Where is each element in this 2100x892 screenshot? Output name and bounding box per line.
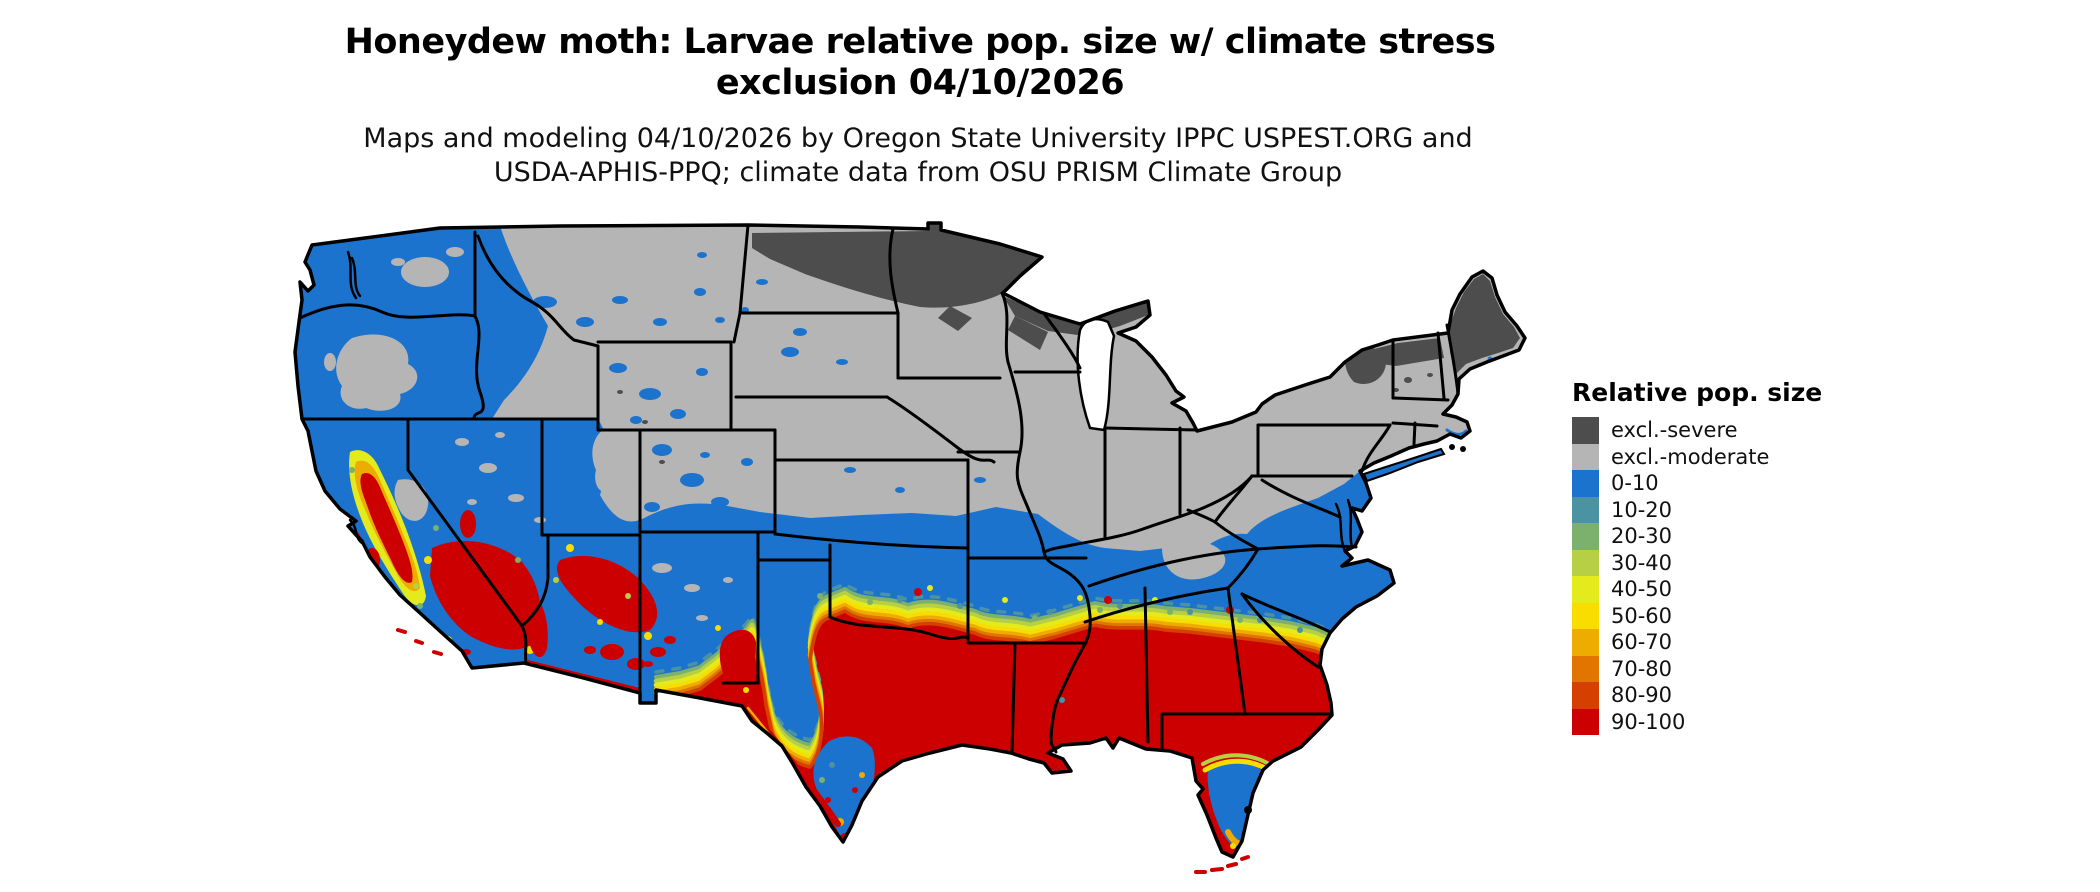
legend-swatch-0-10 bbox=[1572, 470, 1599, 497]
florida-keys bbox=[1194, 855, 1250, 874]
legend-swatch-50-60 bbox=[1572, 602, 1599, 629]
legend-row: 50-60 bbox=[1572, 602, 1972, 629]
map-title-line1: Honeydew moth: Larvae relative pop. size… bbox=[344, 22, 1496, 62]
legend-label: 20-30 bbox=[1611, 524, 1673, 548]
legend-label: 10-20 bbox=[1611, 497, 1673, 522]
map-subtitle: Maps and modeling 04/10/2026 by Oregon S… bbox=[363, 122, 1472, 190]
legend-row: 40-50 bbox=[1572, 576, 1972, 603]
state-borders bbox=[298, 223, 1460, 754]
us-outline bbox=[293, 221, 1527, 859]
legend-label: 90-100 bbox=[1611, 709, 1686, 734]
map-title: Honeydew moth: Larvae relative pop. size… bbox=[345, 22, 1496, 104]
legend-row: 10-20 bbox=[1572, 496, 1972, 523]
transition-speckles bbox=[817, 585, 1303, 703]
legend-swatch-60-70 bbox=[1572, 629, 1599, 656]
legend-swatch-70-80 bbox=[1572, 655, 1599, 682]
legend-row: 90-100 bbox=[1572, 708, 1972, 735]
legend-swatch-10-20 bbox=[1572, 496, 1599, 523]
marthas-vineyard bbox=[1449, 444, 1455, 450]
legend-label: 80-90 bbox=[1611, 683, 1673, 707]
legend-swatch-40-50 bbox=[1572, 576, 1599, 603]
region-california-valley bbox=[349, 450, 541, 664]
legend-row: 70-80 bbox=[1572, 655, 1972, 682]
long-island bbox=[1362, 447, 1446, 483]
legend-row: 20-30 bbox=[1572, 523, 1972, 550]
region-excl-severe bbox=[617, 223, 1520, 464]
channel-islands bbox=[396, 628, 443, 656]
legend-row: 80-90 bbox=[1572, 682, 1972, 709]
legend-swatch-30-40 bbox=[1572, 549, 1599, 576]
legend-swatch-excl-severe bbox=[1572, 417, 1599, 444]
legend-label: excl.-severe bbox=[1611, 418, 1738, 442]
map-subtitle-line1: Maps and modeling 04/10/2026 by Oregon S… bbox=[363, 123, 1473, 154]
legend: Relative pop. size excl.-severe excl.-mo… bbox=[1572, 378, 1972, 735]
nantucket bbox=[1460, 446, 1466, 452]
legend-label: 60-70 bbox=[1611, 630, 1673, 654]
legend-swatch-excl-moderate bbox=[1572, 443, 1599, 470]
legend-row: excl.-moderate bbox=[1572, 443, 1972, 470]
legend-label: 70-80 bbox=[1611, 656, 1673, 681]
map-subtitle-line2: USDA-APHIS-PPQ; climate data from OSU PR… bbox=[493, 157, 1343, 188]
legend-title: Relative pop. size bbox=[1572, 378, 1823, 407]
legend-swatch-90-100 bbox=[1572, 708, 1599, 735]
legend-row: excl.-severe bbox=[1572, 417, 1972, 444]
legend-row: 0-10 bbox=[1572, 470, 1972, 497]
region-excl-moderate-patches bbox=[324, 247, 1226, 621]
legend-label: 40-50 bbox=[1611, 577, 1673, 601]
legend-label: excl.-moderate bbox=[1611, 444, 1770, 469]
legend-label: 30-40 bbox=[1611, 550, 1673, 575]
map-title-line2: exclusion 04/10/2026 bbox=[715, 63, 1125, 103]
legend-row: 30-40 bbox=[1572, 549, 1972, 576]
legend-swatch-20-30 bbox=[1572, 523, 1599, 550]
legend-swatch-80-90 bbox=[1572, 682, 1599, 709]
legend-label: 0-10 bbox=[1611, 471, 1659, 495]
legend-label: 50-60 bbox=[1611, 603, 1673, 628]
legend-row: 60-70 bbox=[1572, 629, 1972, 656]
puget-sound bbox=[346, 250, 362, 300]
